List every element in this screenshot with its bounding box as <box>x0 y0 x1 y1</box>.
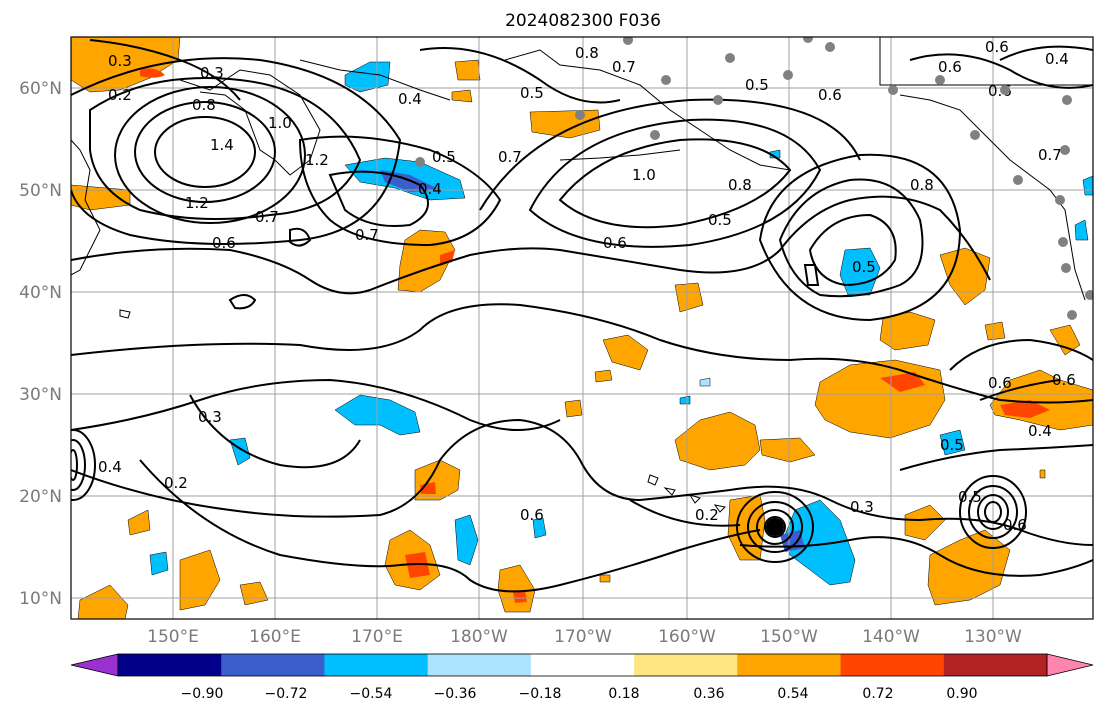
colorbar-tick-label: 0.72 <box>862 686 893 702</box>
contour-label: 0.8 <box>192 96 216 114</box>
contour-label: 0.7 <box>1038 146 1062 164</box>
colorbar-segment <box>840 654 945 676</box>
positive-anomaly-fills <box>71 37 1093 619</box>
latitude-labels: 60°N 50°N 40°N 30°N 20°N 10°N <box>19 79 62 609</box>
contour-label: 0.4 <box>1045 50 1069 68</box>
lon-label: 150°E <box>147 627 199 647</box>
lat-label: 30°N <box>19 385 62 405</box>
contour-label: 0.5 <box>432 148 456 166</box>
contour-label: 0.4 <box>398 90 422 108</box>
colorbar-segment <box>118 654 222 676</box>
colorbar-tick-label: 0.36 <box>693 686 724 702</box>
colorbar-tick-label: 0.54 <box>777 686 808 702</box>
map-title: 2024082300 F036 <box>505 11 661 31</box>
contour-label: 0.6 <box>985 38 1009 56</box>
contour-label: 0.6 <box>988 374 1012 392</box>
contour-label: 1.0 <box>268 114 292 132</box>
lat-label: 40°N <box>19 283 62 303</box>
contour-label: 0.8 <box>575 44 599 62</box>
colorbar-tick-label: −0.72 <box>265 686 308 702</box>
map-frame <box>70 36 1094 620</box>
colorbar-segment <box>324 654 429 676</box>
contour-label: 0.6 <box>1003 516 1027 534</box>
contour-label: 1.0 <box>632 166 656 184</box>
colorbar-extend-high <box>1046 653 1094 677</box>
contour-label: 0.4 <box>418 180 442 198</box>
contour-label: 0.3 <box>850 498 874 516</box>
lat-label: 20°N <box>19 487 62 507</box>
colorbar-segment <box>221 654 325 676</box>
coastlines <box>71 37 1093 513</box>
contour-label: 0.8 <box>728 176 752 194</box>
colorbar-tick-label: 0.18 <box>608 686 639 702</box>
colorbar <box>70 653 1094 677</box>
contour-label: 0.5 <box>940 436 964 454</box>
contour-label: 1.2 <box>185 194 209 212</box>
contour-label: 0.6 <box>1052 371 1076 389</box>
contour-labels: 0.3 0.2 0.3 0.8 1.4 1.2 1.0 1.2 0.4 0.5 … <box>98 38 1076 534</box>
contour-label: 0.5 <box>520 84 544 102</box>
contour-label: 0.6 <box>938 58 962 76</box>
contour-label: 0.2 <box>695 506 719 524</box>
colorbar-segment <box>737 654 842 676</box>
contour-label: 0.3 <box>198 408 222 426</box>
colorbar-border <box>117 653 1048 677</box>
map-content: 0.3 0.2 0.3 0.8 1.4 1.2 1.0 1.2 0.4 0.5 … <box>71 37 1093 619</box>
colorbar-extend-low <box>70 653 119 677</box>
colorbar-tick-label: −0.36 <box>434 686 477 702</box>
contour-label: 0.7 <box>255 208 279 226</box>
colorbar-segment <box>530 654 635 676</box>
lon-label: 150°W <box>760 627 818 647</box>
contour-label: 0.7 <box>355 226 379 244</box>
storm-center-marker <box>766 518 784 536</box>
colorbar-segment <box>634 654 738 676</box>
contour-label: 0.7 <box>612 58 636 76</box>
contour-label: 0.5 <box>708 211 732 229</box>
contour-label: 0.6 <box>520 506 544 524</box>
longitude-labels: 150°E 160°E 170°E 180°W 170°W 160°W 150°… <box>147 627 1022 647</box>
contour-label: 0.7 <box>498 148 522 166</box>
colorbar-segment <box>943 654 1048 676</box>
lon-label: 130°W <box>964 627 1022 647</box>
colorbar-tick-label: −0.54 <box>350 686 393 702</box>
contour-label: 0.3 <box>200 64 224 82</box>
contour-label: 1.4 <box>210 136 234 154</box>
contour-label: 0.4 <box>1028 422 1052 440</box>
contour-label: 0.5 <box>852 258 876 276</box>
contour-label: 0.5 <box>745 76 769 94</box>
lat-label: 60°N <box>19 79 62 99</box>
contour-label: 0.8 <box>910 176 934 194</box>
lon-label: 140°W <box>862 627 920 647</box>
lon-label: 170°W <box>554 627 612 647</box>
lon-label: 160°W <box>658 627 716 647</box>
contour-label: 0.6 <box>603 234 627 252</box>
lat-label: 10°N <box>19 589 62 609</box>
contour-label: 1.2 <box>305 151 329 169</box>
lat-label: 50°N <box>19 181 62 201</box>
colorbar-tick-label: −0.90 <box>181 686 224 702</box>
contour-lines <box>71 39 1093 593</box>
contour-label: 0.6 <box>212 234 236 252</box>
contour-label: 0.3 <box>108 52 132 70</box>
contour-label: 0.2 <box>108 86 132 104</box>
colorbar-segment <box>427 654 532 676</box>
colorbar-tick-label: 0.90 <box>946 686 977 702</box>
lon-label: 180°W <box>450 627 508 647</box>
station-markers <box>415 37 1093 320</box>
contour-label: 0.4 <box>98 458 122 476</box>
colorbar-tick-label: −0.18 <box>519 686 562 702</box>
lon-label: 170°E <box>351 627 403 647</box>
colorbar-ticks: −0.90 −0.72 −0.54 −0.36 −0.18 0.18 0.36 … <box>181 686 978 702</box>
lon-label: 160°E <box>249 627 301 647</box>
contour-label: 0.5 <box>958 488 982 506</box>
contour-label: 0.2 <box>164 474 188 492</box>
contour-label: 0.6 <box>818 86 842 104</box>
